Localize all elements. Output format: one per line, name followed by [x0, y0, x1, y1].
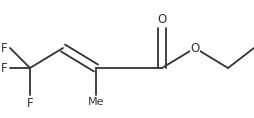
Text: F: F [27, 97, 33, 110]
Text: F: F [1, 61, 8, 74]
Text: O: O [190, 42, 200, 55]
Text: O: O [157, 13, 167, 26]
Text: Me: Me [88, 97, 104, 107]
Text: F: F [1, 42, 8, 55]
